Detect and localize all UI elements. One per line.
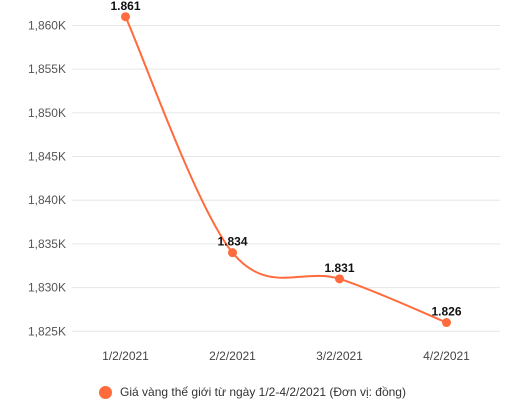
data-label: 1.826 <box>431 305 461 319</box>
legend-label: Giá vàng thế giới từ ngày 1/2-4/2/2021 (… <box>120 385 406 399</box>
legend[interactable]: Giá vàng thế giới từ ngày 1/2-4/2/2021 (… <box>0 385 505 399</box>
y-tick-label: 1,850K <box>28 106 66 120</box>
data-label: 1.834 <box>217 235 247 249</box>
y-tick-label: 1,845K <box>28 150 66 164</box>
x-tick-label: 3/2/2021 <box>316 349 363 363</box>
data-point <box>121 12 130 22</box>
y-axis-ticks: 1,825K 1,830K 1,835K 1,840K 1,845K 1,850K 1,85… <box>28 18 66 338</box>
y-tick-label: 1,860K <box>28 18 66 32</box>
y-tick-label: 1,825K <box>28 324 66 338</box>
data-point <box>442 318 451 328</box>
data-label: 1.831 <box>324 261 354 275</box>
data-label: 1.861 <box>110 0 140 13</box>
gridlines <box>72 24 500 332</box>
series-line <box>124 16 447 324</box>
data-point <box>335 274 344 284</box>
data-labels: 1.861 1.834 1.831 1.826 <box>110 0 461 319</box>
y-tick-label: 1,840K <box>28 193 66 207</box>
line-chart: 1,825K 1,830K 1,835K 1,840K 1,845K 1,850K 1,85… <box>28 0 500 363</box>
legend-swatch-icon <box>99 385 113 399</box>
x-tick-label: 2/2/2021 <box>209 349 256 363</box>
y-tick-label: 1,855K <box>28 62 66 76</box>
x-tick-label: 1/2/2021 <box>102 349 149 363</box>
y-tick-label: 1,835K <box>28 237 66 251</box>
y-tick-label: 1,830K <box>28 281 66 295</box>
data-point <box>228 248 237 258</box>
series-layer <box>121 12 451 328</box>
x-tick-label: 4/2/2021 <box>423 349 470 363</box>
x-axis-ticks: 1/2/2021 2/2/2021 3/2/2021 4/2/2021 <box>102 349 470 363</box>
